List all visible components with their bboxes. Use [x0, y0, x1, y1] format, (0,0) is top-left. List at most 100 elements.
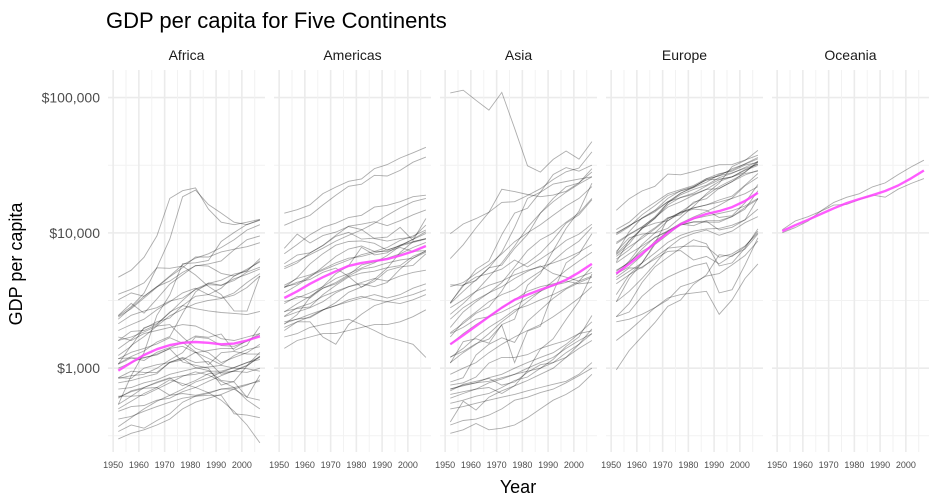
country-line [284, 283, 427, 323]
panel-africa: Africa 1950 1960 1970 1980 1990 2000 [103, 47, 265, 470]
country-line [450, 244, 593, 309]
country-line [284, 241, 427, 304]
x-tick-label: 1970 [653, 460, 673, 470]
country-line [450, 168, 593, 235]
country-line [118, 242, 261, 318]
country-line [118, 324, 261, 341]
facet-label-europe: Europe [662, 47, 707, 63]
x-tick-label: 2000 [730, 460, 750, 470]
panel-oceania: Oceania 1950 1960 1970 1980 1990 2000 [767, 47, 929, 470]
country-line [450, 271, 593, 335]
x-tick-label: 1950 [767, 460, 787, 470]
panel-grid [108, 70, 265, 452]
country-line [450, 373, 593, 434]
country-line [118, 273, 261, 331]
country-line [284, 245, 426, 294]
country-line [616, 233, 759, 285]
country-line [118, 346, 261, 379]
x-tick-label: 1980 [678, 460, 698, 470]
x-tick-label: 1980 [512, 460, 532, 470]
country-line [450, 315, 593, 404]
country-line [284, 250, 427, 312]
x-tick-label: 2000 [896, 460, 916, 470]
country-line [616, 169, 759, 234]
country-line [118, 356, 261, 405]
facet-label-africa: Africa [169, 47, 205, 63]
country-line [616, 237, 759, 318]
country-line [616, 208, 759, 281]
country-line [284, 231, 427, 303]
x-tick-label: 1960 [461, 460, 481, 470]
country-line [616, 160, 759, 243]
country-line [449, 183, 593, 364]
country-line [284, 294, 427, 328]
country-line [450, 223, 593, 286]
country-line [118, 371, 261, 410]
country-line [450, 233, 593, 364]
country-line [449, 226, 593, 338]
x-tick-label: 1950 [103, 460, 123, 470]
country-line [118, 356, 261, 379]
country-line [284, 146, 427, 214]
country-lines [283, 146, 427, 358]
panel-grid [606, 70, 763, 452]
country-line [118, 258, 261, 356]
country-line [615, 150, 759, 252]
x-tick-label: 1950 [269, 460, 289, 470]
country-line [284, 289, 427, 345]
country-line [118, 224, 261, 320]
x-tick-label: 2000 [398, 460, 418, 470]
facet-label-americas: Americas [323, 47, 381, 63]
country-line [284, 238, 427, 289]
x-tick-label: 1970 [819, 460, 839, 470]
country-line [615, 173, 759, 295]
country-line [450, 330, 592, 386]
country-line [616, 165, 759, 234]
country-line [117, 260, 261, 316]
country-line [284, 197, 427, 268]
country-line [284, 318, 427, 358]
country-line [118, 341, 260, 366]
country-line [118, 351, 261, 412]
x-tick-label: 1980 [844, 460, 864, 470]
trend-line-americas [283, 244, 427, 300]
country-line [615, 163, 759, 255]
country-line [284, 229, 427, 288]
country-line [284, 250, 427, 318]
country-line [450, 186, 593, 288]
country-line [616, 162, 759, 260]
x-tick-label: 1950 [435, 460, 455, 470]
country-line [616, 161, 759, 245]
country-line [118, 189, 261, 317]
country-line [449, 171, 593, 304]
y-tick-label: $100,000 [42, 90, 101, 106]
country-line [450, 176, 593, 315]
trend-line-africa [117, 335, 261, 372]
country-line [449, 164, 593, 303]
country-line [118, 305, 261, 341]
x-tick-label: 1960 [627, 460, 647, 470]
country-line [449, 273, 593, 423]
country-line [616, 216, 759, 303]
country-line [450, 367, 593, 426]
country-line [118, 265, 261, 312]
x-tick-label: 1990 [704, 460, 724, 470]
x-tick-label: 1970 [155, 460, 175, 470]
country-line [118, 235, 261, 301]
country-line [450, 340, 593, 392]
country-line [616, 186, 759, 257]
country-line [284, 233, 427, 288]
country-line [616, 184, 759, 256]
panel-asia: Asia 1950 1960 1970 1980 1990 2000 [435, 47, 597, 470]
trend-line-oceania [781, 169, 925, 233]
country-line [450, 89, 593, 173]
x-tick-label: 1960 [129, 460, 149, 470]
x-tick-label: 1950 [601, 460, 621, 470]
x-tick-label: 2000 [232, 460, 252, 470]
x-tick-label: 1970 [321, 460, 341, 470]
country-line [118, 379, 261, 444]
country-line [284, 309, 427, 349]
country-line [450, 276, 593, 383]
country-line [450, 251, 593, 363]
